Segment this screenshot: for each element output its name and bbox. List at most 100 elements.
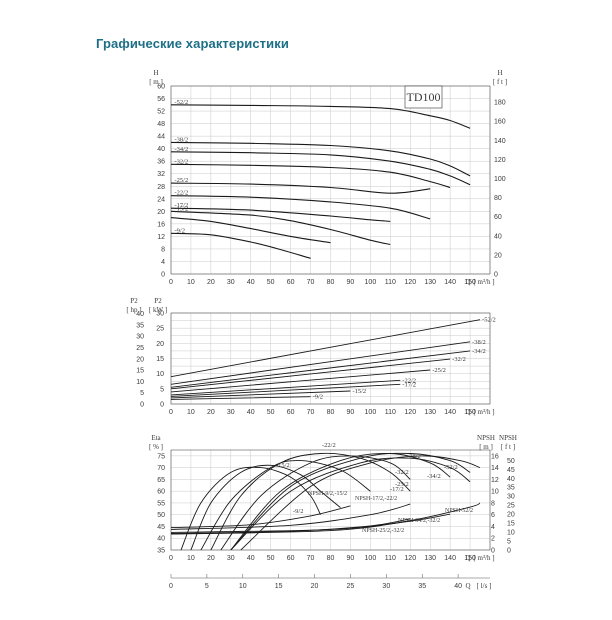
- x-tick-label: 40: [247, 555, 255, 562]
- x-tick-label: 10: [187, 409, 195, 416]
- y-kw-tick-label: 10: [156, 371, 164, 378]
- x-tick-label: 60: [287, 279, 295, 286]
- curve-label: -15/2: [175, 205, 189, 212]
- y-hp-axis-label: P2: [130, 297, 138, 305]
- x-tick-label: 30: [227, 555, 235, 562]
- y-tick-label: 16: [157, 221, 165, 228]
- y-npsh-m-tick-label: 6: [491, 512, 495, 519]
- y-kw-tick-label: 25: [156, 326, 164, 333]
- y-npsh-ft-unit: [ f t ]: [501, 443, 515, 451]
- npsh-label: NPSH-34/2,-32/2: [398, 518, 440, 524]
- x-tick-label: 130: [424, 279, 436, 286]
- y-npsh-ft-tick-label: 50: [507, 458, 515, 465]
- x-tick-label: 100: [365, 555, 377, 562]
- power-chart: 0 5 10 15 20 25 30 0 5 10 15 20 25 30 35 40 0 10 20 30 40 50 6…: [126, 297, 495, 416]
- power-curve: [170, 383, 401, 397]
- y-hp-tick-label: 40: [136, 311, 144, 318]
- y-hp-tick-label: 0: [140, 402, 144, 409]
- y-right-axis-label: H: [497, 69, 502, 77]
- y-npsh-ft-tick-label: 30: [507, 494, 515, 501]
- x-tick-label: 110: [385, 409, 396, 416]
- y-tick-label: 8: [161, 246, 165, 253]
- x-tick-label: 40: [247, 409, 255, 416]
- curve-label: -32/2: [452, 356, 466, 363]
- curve-label: -34/2: [427, 473, 441, 480]
- power-curve: [170, 350, 471, 388]
- plot-frame: [170, 85, 491, 275]
- y-npsh-ft-tick-label: 40: [507, 476, 515, 483]
- x-tick-label: 150: [464, 555, 476, 562]
- x-tick-label: 140: [444, 279, 456, 286]
- curve-label: -34/2: [175, 146, 189, 153]
- y-tick-label: 75: [157, 453, 165, 460]
- head-curve: [170, 104, 471, 129]
- x-tick-label: 140: [444, 555, 456, 562]
- y-hp-tick-label: 10: [136, 379, 144, 386]
- power-curve: [170, 341, 471, 385]
- x-tick-label: 20: [207, 555, 215, 562]
- y-tick-label: 4: [161, 259, 165, 266]
- curve-label: -9/2: [313, 394, 323, 401]
- curve-label: -22/2: [322, 442, 336, 449]
- y-kw-tick-label: 0: [160, 402, 164, 409]
- x-tick-label: 70: [307, 555, 315, 562]
- y-npsh-m-tick-label: 14: [491, 465, 499, 472]
- y-kw-tick-label: 20: [156, 341, 164, 348]
- x-tick-label: 20: [207, 279, 215, 286]
- x-ls-tick-label: 40: [454, 583, 462, 590]
- y-axis-unit: [ m ]: [149, 78, 163, 86]
- y-npsh-ft-tick-label: 10: [507, 530, 515, 537]
- y-right-tick-label: 80: [494, 195, 502, 202]
- y-kw-axis-unit: [ kW ]: [149, 306, 167, 314]
- x-tick-label: 150: [464, 279, 476, 286]
- y-tick-label: 65: [157, 477, 165, 484]
- power-curve: [170, 369, 431, 393]
- y-tick-label: 60: [157, 489, 165, 496]
- y-axis-label: Eta: [151, 434, 161, 442]
- y-npsh-ft-tick-label: 25: [507, 503, 515, 510]
- x-axis-label: Q: [465, 408, 470, 416]
- y-npsh-m-unit: [ m ]: [479, 443, 493, 451]
- y-kw-tick-label: 30: [156, 311, 164, 318]
- page-title: Графические характеристики: [96, 36, 289, 51]
- curve-label: -22/2: [175, 190, 189, 197]
- head-curve: [170, 210, 391, 246]
- x-tick-label: 90: [347, 409, 355, 416]
- y-tick-label: 60: [157, 84, 165, 91]
- y-right-tick-label: 100: [494, 176, 506, 183]
- curve-label: -22/2: [402, 377, 416, 384]
- x-axis-label: Q: [465, 554, 470, 562]
- y-tick-label: 32: [157, 171, 165, 178]
- x-tick-label: 100: [365, 279, 377, 286]
- curve-label: -38/2: [407, 453, 421, 460]
- y-npsh-m-tick-label: 8: [491, 500, 495, 507]
- x-ls-axis-unit: [ l/s ]: [477, 582, 492, 590]
- x-tick-label: 110: [385, 555, 396, 562]
- x-tick-label: 10: [187, 555, 195, 562]
- x-ls-tick-label: 10: [239, 583, 247, 590]
- x-axis-unit: [ m³/h ]: [473, 554, 494, 562]
- y-hp-tick-label: 25: [136, 345, 144, 352]
- y-npsh-m-tick-label: 16: [491, 453, 499, 460]
- x-tick-label: 30: [227, 279, 235, 286]
- x-ls-tick-label: 15: [275, 583, 283, 590]
- y-right-tick-label: 180: [494, 100, 506, 107]
- curve-label: -52/2: [444, 464, 458, 471]
- curve-label: -17/2: [402, 381, 416, 388]
- power-curve: [170, 396, 311, 400]
- x-tick-label: 80: [327, 555, 335, 562]
- curve-label: -9/2: [293, 508, 303, 515]
- efficiency-curves: [171, 452, 481, 550]
- head-curve: [170, 141, 471, 177]
- curve-label: -38/2: [472, 339, 486, 346]
- x-tick-label: 60: [287, 409, 295, 416]
- y-tick-label: 12: [157, 234, 165, 241]
- y-npsh-m-tick-label: 12: [491, 477, 499, 484]
- y-hp-tick-label: 30: [136, 334, 144, 341]
- x-tick-label: 50: [267, 279, 275, 286]
- y-kw-axis-label: P2: [154, 297, 162, 305]
- x-tick-label: 30: [227, 409, 235, 416]
- y-tick-label: 40: [157, 146, 165, 153]
- model-badge-text: TD100: [407, 90, 441, 104]
